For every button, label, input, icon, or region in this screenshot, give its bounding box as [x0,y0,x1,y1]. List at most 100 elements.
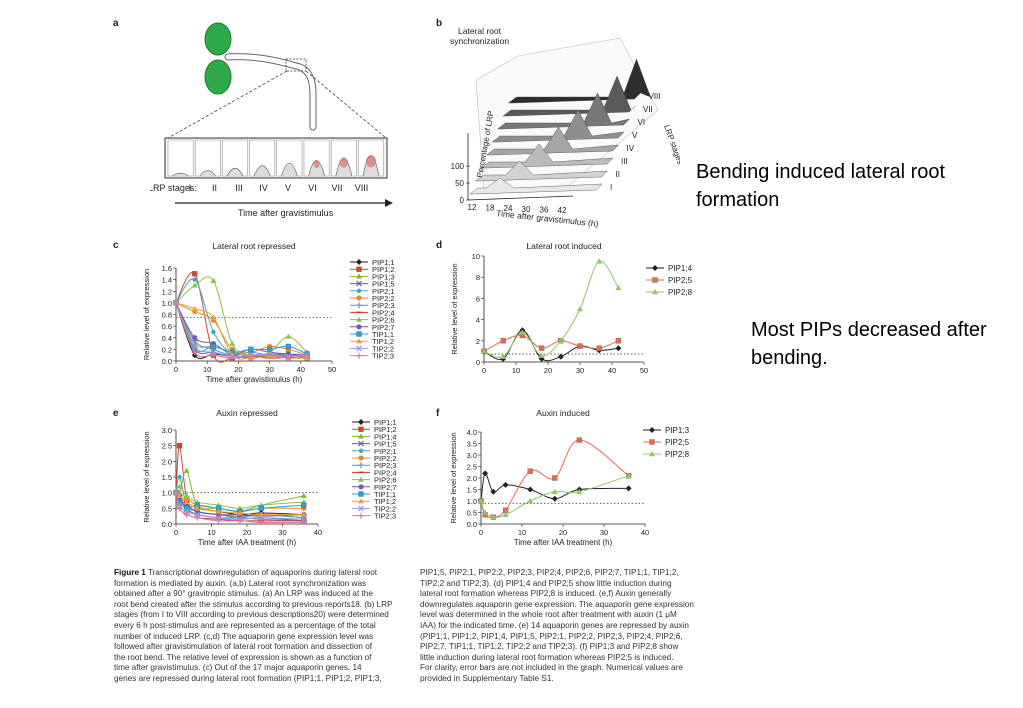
legend-entry: PIP1;5 [374,440,397,449]
data-point [210,277,217,283]
legend-entry: PIP2;4 [372,308,395,317]
caption-line: every 6 h post-stimulus and are represen… [114,620,376,630]
data-point [229,340,236,346]
data-point [557,353,564,360]
data-point [210,314,217,320]
caption-line: root bend created after the stimulus acc… [114,599,393,609]
legend-entry: PIP2;1 [372,287,395,296]
y-tick-label: 10 [472,252,480,261]
data-point [210,343,217,350]
chart-legend: PIP1;1PIP1;2PIP1;4PIP1;5PIP2;1PIP2;2PIP2… [352,418,397,521]
panel-letter-b: b [436,18,443,29]
data-point [194,511,201,518]
chart-d: Lateral root induced 0 2 4 6 8 10 0 10 20 30 40 50 Re… [450,241,693,375]
panel-b-zlabel: LRP stages [662,124,680,166]
panel-letter-e: e [113,408,119,419]
legend-entry: PIP1;4 [668,264,693,273]
caption-line: stages (from I to VIII according to prev… [114,610,389,620]
legend-entry: PIP1;4 [374,432,397,441]
data-point [538,352,545,358]
lrp-stage-strip [164,137,388,179]
data-point [266,352,273,359]
waterfall-stage-label: VIII [649,92,661,101]
lrp-stage-label: II [212,183,217,193]
data-point [576,437,583,443]
waterfall-ribbon [507,58,651,104]
data-point [615,284,622,290]
legend-marker [358,484,364,490]
x-axis-label: Time after IAA treatment (h) [514,538,613,547]
x-tick-label: 30 [265,365,273,374]
waterfall-stage-label: I [610,183,612,192]
legend-marker [356,273,362,279]
legend-entry: TIP1;1 [372,330,394,339]
chart-legend: PIP1;3 PIP2;5 PIP2;8 [643,426,690,459]
caption-line: IAA) for the indicated time. (e) 14 aqua… [420,620,689,630]
caption-line: For clarity, error bars are not included… [420,663,683,673]
caption-line: genes are repressed during lateral root … [114,673,382,683]
legend-marker [356,295,362,301]
legend-marker [358,448,364,453]
x-tick-label: 20 [559,528,567,537]
waterfall-stage-label: VII [643,105,653,114]
data-point [615,338,622,344]
legend-entry: PIP1;3 [665,426,690,435]
data-point [191,349,198,356]
y-tick-label: 8 [476,273,480,282]
x-tick-label: 0 [479,528,483,537]
data-point [285,355,292,362]
data-point [576,488,583,494]
data-point [300,492,307,498]
lrp-stage-label: I [189,183,192,193]
legend-entry: PIP1;1 [374,418,397,427]
y-tick-label: 0.8 [162,311,172,320]
data-point [194,514,201,521]
waterfall-x-tick: 18 [486,204,495,213]
x-tick-label: 50 [640,366,648,375]
y-tick-label: 0.2 [162,345,172,354]
data-point [538,345,545,351]
panel-letter-a: a [113,18,119,29]
waterfall-stage-label: VI [638,118,646,127]
lrp-stage-label: IV [259,183,268,193]
y-tick-label: 0.0 [162,520,172,529]
waterfall-stage-label: II [616,170,620,179]
y-tick-label: 1.4 [162,276,172,285]
lrp-stage-cell [194,139,221,177]
legend-marker [652,277,658,283]
x-axis-label: Time after gravistimulus (h) [206,375,303,384]
lrp-stage-cell [167,139,194,177]
data-point [183,492,190,498]
legend-marker [358,426,364,432]
x-tick-label: 50 [328,365,336,374]
x-tick-label: 20 [234,365,242,374]
x-tick-label: 0 [174,365,178,374]
data-point [211,329,216,335]
waterfall-x-tick: 12 [468,203,477,212]
x-tick-label: 10 [518,528,526,537]
y-tick-label: 0.5 [162,504,172,513]
panel-b-title-line2: synchronization [450,36,509,46]
waterfall-x-tick: 24 [504,204,513,213]
caption-line: Figure 1 Transcriptional downregulation … [114,568,378,577]
chart-f: Auxin induced 0.0 0.5 1.0 1.5 2.0 2.5 3.0 3.5 4.0… [449,408,690,547]
y-tick-label: 1.2 [162,287,172,296]
legend-marker [358,462,364,469]
figure-caption-col1: Figure 1 Transcriptional downregulation … [114,568,410,685]
legend-entry: PIP2;8 [665,450,690,459]
y-tick-label: 2 [476,337,480,346]
legend-entry: TIP2;2 [372,344,394,353]
waterfall-ribbon [485,126,620,156]
panel-b-title-line1: Lateral root [458,26,502,36]
waterfall-x-tick: 36 [540,205,549,214]
y-tick-label: 0.4 [162,334,172,343]
lrp-stage-label: VI [308,183,317,193]
data-point [266,346,273,353]
data-point [258,519,265,526]
x-tick-label: 0 [482,366,486,375]
legend-marker [358,419,364,425]
caption-line: obtained after a 90° gravitropic stimulu… [114,589,373,599]
x-tick-label: 0 [174,528,178,537]
data-point [490,514,497,520]
data-point [596,258,603,264]
